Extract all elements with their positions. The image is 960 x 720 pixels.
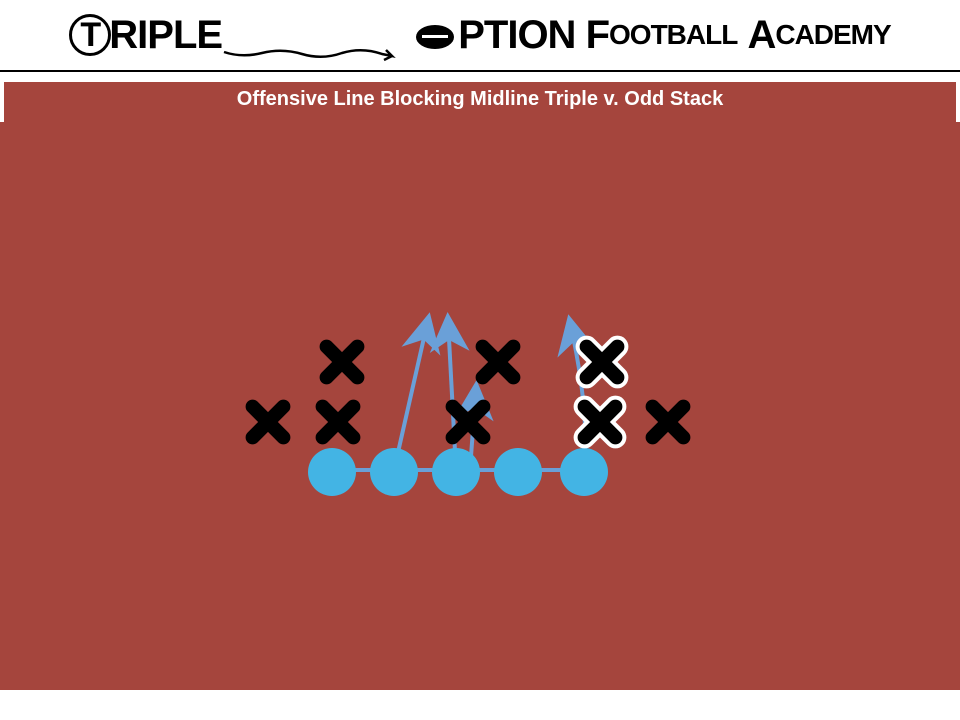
diagram-field: Offensive Line Blocking Midline Triple v… (0, 82, 960, 690)
logo-header: TRIPLE PTION FOOTBALL ACADEMY (0, 0, 960, 72)
logo-riple: RIPLE (109, 13, 222, 58)
logo-ption: PTION (458, 13, 575, 58)
logo-a: A (747, 13, 775, 58)
squiggle-underline (222, 48, 402, 62)
logo-text: TRIPLE PTION FOOTBALL ACADEMY (69, 13, 890, 58)
logo-cademy: CADEMY (775, 19, 890, 51)
logo-ootball: OOTBALL (609, 19, 737, 51)
logo-letter-t: T (69, 14, 111, 56)
football-icon (416, 25, 454, 49)
play-diagram (0, 82, 960, 690)
logo-f: F (586, 13, 609, 58)
